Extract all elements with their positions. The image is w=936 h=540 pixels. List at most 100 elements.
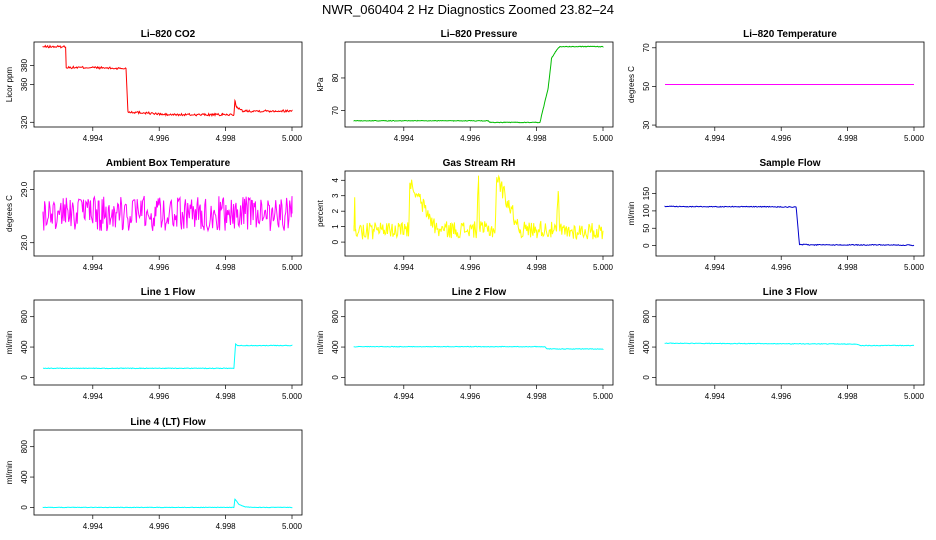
plot-frame	[344, 170, 614, 257]
y-tick-label: 800	[331, 309, 340, 323]
x-tick-label: 4.996	[149, 134, 170, 143]
x-tick-label: 4.994	[705, 263, 726, 272]
y-tick-label: 400	[20, 470, 29, 484]
y-tick-label: 380	[20, 58, 29, 72]
x-tick-label: 5.000	[904, 392, 925, 401]
y-tick-label: 30	[642, 120, 651, 129]
chart-title: Line 1 Flow	[141, 287, 196, 298]
chart-panel: Li–820 Pressure 4.994 4.996 4.998 5.000 70 80 k…	[316, 29, 614, 143]
y-tick-label: 0	[331, 239, 340, 244]
x-tick-label: 4.994	[83, 263, 104, 272]
series-line	[42, 195, 293, 233]
plot-frame	[655, 299, 925, 386]
y-tick-label: 50	[642, 223, 651, 232]
chart-panel: Line 3 Flow 4.994 4.996 4.998 5.000 0 400 800 ml…	[627, 287, 925, 401]
chart-panel: Line 4 (LT) Flow 4.994 4.996 4.998 5.000 0 400…	[5, 417, 303, 531]
chart-panel: Line 1 Flow 4.994 4.996 4.998 5.000 0 400 800 ml…	[5, 287, 303, 401]
x-tick-label: 4.998	[527, 134, 548, 143]
y-axis-label: ml/min	[316, 331, 325, 355]
x-tick-label: 5.000	[282, 134, 303, 143]
y-tick-label: 0	[642, 375, 651, 380]
y-tick-label: 800	[20, 439, 29, 453]
chart-title: Gas Stream RH	[443, 158, 516, 169]
x-tick-label: 5.000	[282, 263, 303, 272]
series-line	[664, 205, 915, 247]
y-axis-label: ml/min	[5, 461, 14, 485]
plot-frame	[655, 170, 925, 257]
x-tick-label: 4.994	[705, 392, 726, 401]
y-axis-label: percent	[316, 199, 325, 226]
chart-title: Li–820 Pressure	[441, 29, 518, 40]
y-tick-label: 80	[331, 73, 340, 82]
y-tick-label: 320	[20, 115, 29, 129]
x-tick-label: 4.996	[771, 392, 792, 401]
y-tick-label: 4	[331, 177, 340, 182]
series-line	[353, 345, 604, 350]
x-tick-label: 5.000	[593, 392, 614, 401]
series-line	[42, 342, 293, 370]
x-tick-label: 4.998	[527, 263, 548, 272]
chart-title: Line 4 (LT) Flow	[130, 417, 206, 428]
series-line	[353, 45, 604, 124]
plot-frame	[33, 299, 303, 386]
x-tick-label: 5.000	[282, 392, 303, 401]
y-tick-label: 360	[20, 77, 29, 91]
y-tick-label: 70	[331, 106, 340, 115]
chart-panel: Li–820 CO2 4.994 4.996 4.998 5.000 320 360 380 L…	[5, 29, 303, 143]
x-tick-label: 4.996	[460, 134, 481, 143]
y-tick-label: 100	[642, 204, 651, 218]
y-tick-label: 0	[20, 375, 29, 380]
x-tick-label: 4.998	[216, 392, 237, 401]
x-tick-label: 5.000	[593, 134, 614, 143]
plot-frame	[33, 41, 303, 128]
y-tick-label: 800	[20, 309, 29, 323]
y-tick-label: 2	[331, 208, 340, 213]
y-tick-label: 3	[331, 193, 340, 198]
y-tick-label: 400	[642, 340, 651, 354]
y-axis-label: degrees C	[627, 66, 636, 103]
series-line	[353, 174, 604, 240]
x-tick-label: 5.000	[593, 263, 614, 272]
y-tick-label: 29.0	[20, 181, 29, 197]
x-tick-label: 4.994	[394, 392, 415, 401]
chart-panel: Li–820 Temperature 4.994 4.996 4.998 5.000 30…	[627, 29, 925, 143]
x-tick-label: 4.994	[705, 134, 726, 143]
series-line	[664, 342, 915, 347]
x-tick-label: 5.000	[282, 522, 303, 531]
y-axis-label: ml/min	[627, 331, 636, 355]
chart-title: Line 2 Flow	[452, 287, 507, 298]
y-tick-label: 400	[20, 340, 29, 354]
x-tick-label: 4.996	[149, 263, 170, 272]
chart-title: Sample Flow	[759, 158, 820, 169]
series-line	[42, 44, 293, 117]
x-tick-label: 4.996	[460, 263, 481, 272]
chart-panel: Gas Stream RH 4.994 4.996 4.998 5.000 0 1 2 3 4 pe…	[316, 158, 614, 272]
x-tick-label: 4.996	[771, 134, 792, 143]
x-tick-label: 4.994	[394, 134, 415, 143]
x-tick-label: 4.998	[216, 522, 237, 531]
x-tick-label: 4.994	[394, 263, 415, 272]
y-axis-label: Licor ppm	[5, 67, 14, 102]
x-tick-label: 4.998	[838, 392, 859, 401]
chart-title: Li–820 CO2	[141, 29, 196, 40]
x-tick-label: 4.994	[83, 392, 104, 401]
x-tick-label: 4.996	[149, 522, 170, 531]
plot-frame	[33, 170, 303, 257]
x-tick-label: 5.000	[904, 263, 925, 272]
y-tick-label: 70	[642, 43, 651, 52]
x-tick-label: 4.998	[838, 134, 859, 143]
x-tick-label: 4.998	[216, 134, 237, 143]
y-axis-label: ml/min	[5, 331, 14, 355]
y-tick-label: 50	[642, 81, 651, 90]
x-tick-label: 5.000	[904, 134, 925, 143]
x-tick-label: 4.994	[83, 134, 104, 143]
y-tick-label: 150	[642, 186, 651, 200]
plot-frame	[344, 299, 614, 386]
plot-frame	[344, 41, 614, 128]
y-tick-label: 400	[331, 340, 340, 354]
x-tick-label: 4.998	[838, 263, 859, 272]
x-tick-label: 4.998	[216, 263, 237, 272]
y-tick-label: 0	[331, 375, 340, 380]
series-line	[42, 498, 293, 509]
